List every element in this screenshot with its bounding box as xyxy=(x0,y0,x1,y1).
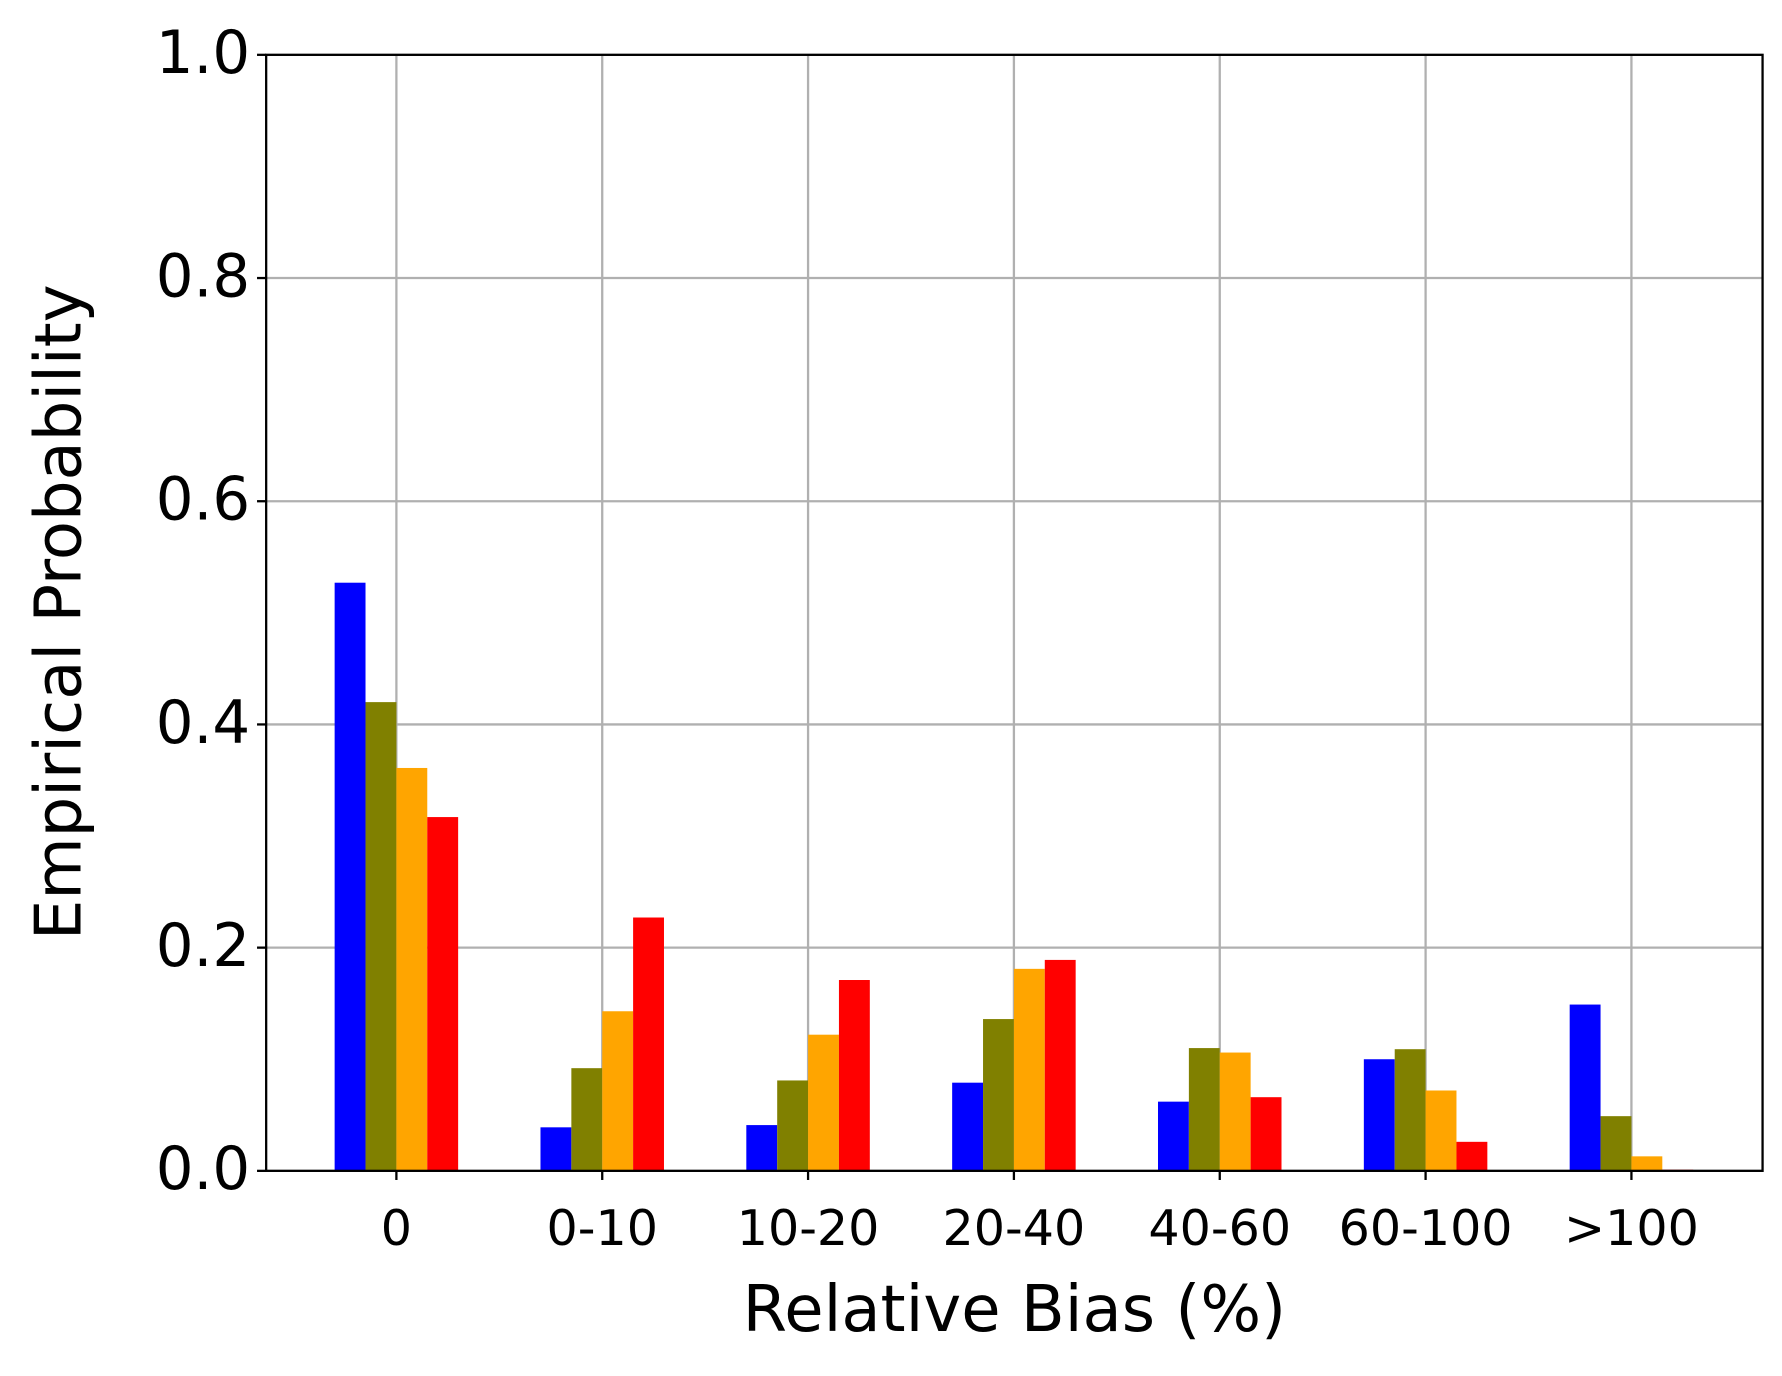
bar xyxy=(334,582,366,1171)
bar xyxy=(602,1011,634,1171)
bar xyxy=(838,980,870,1171)
y-tick-label: 0.4 xyxy=(156,689,250,758)
bar xyxy=(1363,1059,1395,1171)
x-tick-label: >100 xyxy=(1564,1199,1699,1257)
y-tick-label: 0.0 xyxy=(156,1135,250,1204)
bar xyxy=(1456,1141,1488,1171)
y-axis-label: Empirical Probability xyxy=(22,284,96,940)
bar xyxy=(746,1125,778,1171)
x-tick-label: 60-100 xyxy=(1339,1199,1513,1257)
bar xyxy=(1394,1049,1426,1171)
bar xyxy=(1569,1004,1601,1171)
bar xyxy=(1188,1048,1220,1171)
bar xyxy=(1600,1116,1632,1171)
x-tick-label: 0-10 xyxy=(546,1199,657,1257)
bar xyxy=(1425,1090,1457,1171)
bar xyxy=(777,1080,809,1171)
x-tick-label: 20-40 xyxy=(943,1199,1086,1257)
bar xyxy=(983,1019,1014,1171)
bar xyxy=(427,817,459,1171)
bar xyxy=(1013,968,1045,1171)
plot-frame xyxy=(265,53,1764,1172)
x-tick-label: 10-20 xyxy=(737,1199,880,1257)
y-tick-label: 0.6 xyxy=(156,466,250,535)
bar xyxy=(571,1068,603,1171)
y-tick-label: 0.8 xyxy=(156,242,250,311)
bar xyxy=(365,702,397,1171)
bar xyxy=(540,1127,572,1171)
y-tick-label: 0.2 xyxy=(156,912,250,981)
bar xyxy=(633,917,664,1171)
bar xyxy=(1044,959,1076,1171)
y-tick-label: 1.0 xyxy=(156,19,250,88)
bar xyxy=(1157,1101,1189,1171)
x-axis-label: Relative Bias (%) xyxy=(743,1273,1286,1347)
bar xyxy=(952,1082,984,1171)
x-tick-label: 0 xyxy=(381,1199,412,1257)
x-tick-label: 40-60 xyxy=(1148,1199,1291,1257)
bar xyxy=(808,1034,839,1171)
bar xyxy=(1250,1097,1282,1171)
bar xyxy=(396,767,428,1171)
bar xyxy=(1631,1156,1663,1171)
bar xyxy=(1219,1052,1251,1171)
